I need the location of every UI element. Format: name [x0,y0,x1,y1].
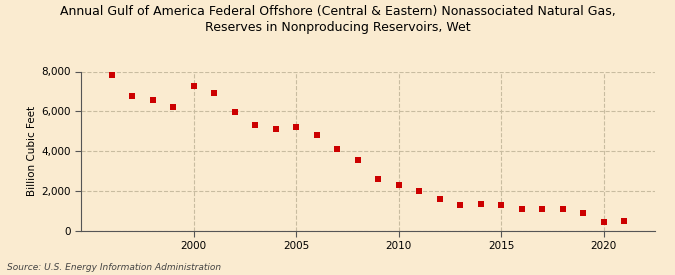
Point [352,157,363,162]
Point [394,183,404,187]
Point [516,207,527,212]
Point [291,124,302,129]
Point [618,218,629,223]
Point [311,133,322,137]
Point [495,203,506,207]
Point [414,189,425,193]
Point [168,104,179,109]
Point [598,219,609,224]
Point [188,84,199,89]
Point [331,147,342,151]
Point [209,91,219,96]
Text: Annual Gulf of America Federal Offshore (Central & Eastern) Nonassociated Natura: Annual Gulf of America Federal Offshore … [59,6,616,34]
Y-axis label: Billion Cubic Feet: Billion Cubic Feet [27,106,37,196]
Point [475,202,486,207]
Point [373,177,383,181]
Point [147,98,158,102]
Text: Source: U.S. Energy Information Administration: Source: U.S. Energy Information Administ… [7,263,221,272]
Point [270,127,281,131]
Point [127,94,138,98]
Point [107,73,117,77]
Point [230,110,240,114]
Point [434,197,445,202]
Point [537,207,547,211]
Point [455,203,466,207]
Point [557,207,568,212]
Point [250,123,261,127]
Point [578,210,589,215]
